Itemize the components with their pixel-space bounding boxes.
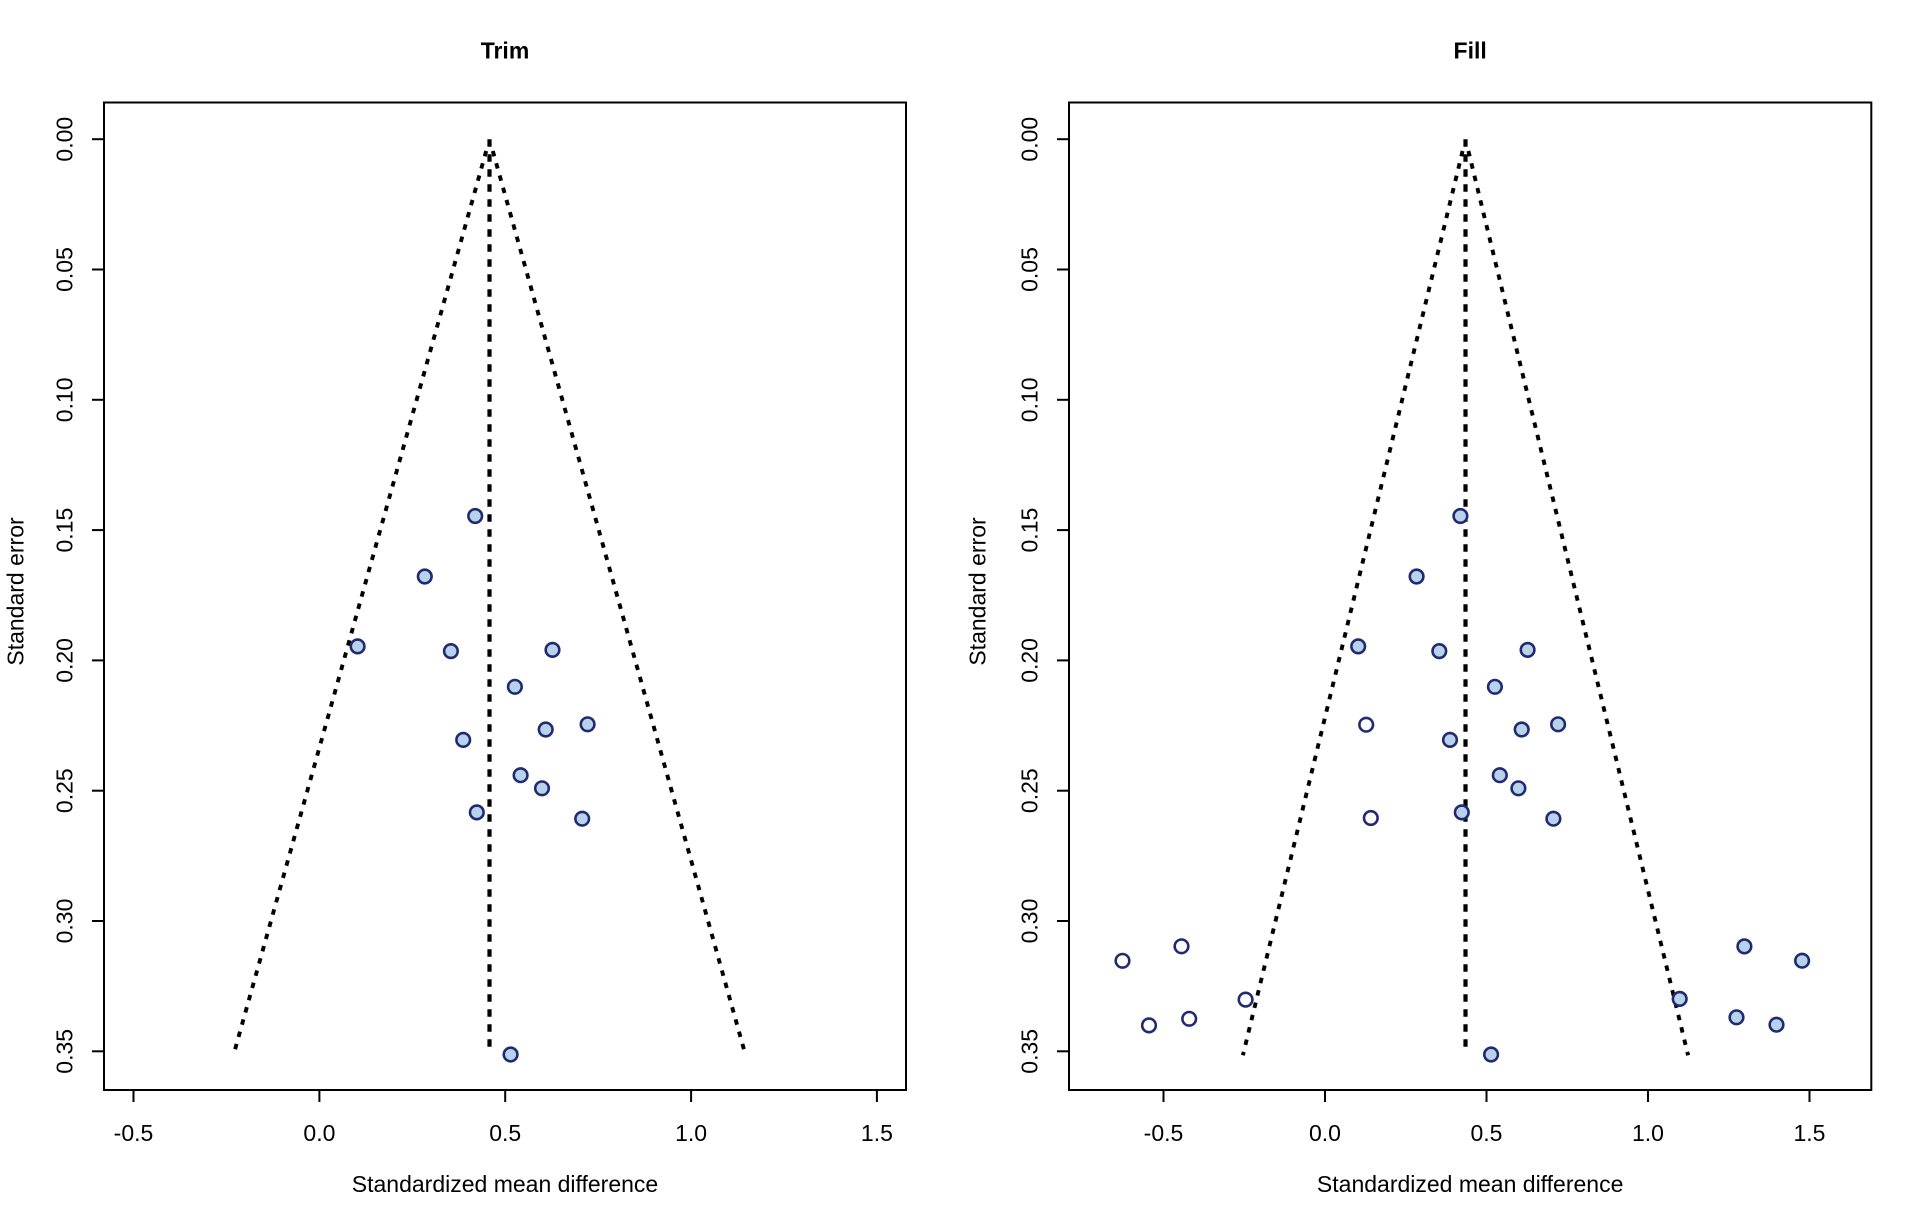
- svg-text:0.20: 0.20: [51, 638, 77, 683]
- svg-text:0.25: 0.25: [51, 768, 77, 813]
- svg-text:0.5: 0.5: [489, 1120, 521, 1146]
- svg-text:Standard error: Standard error: [965, 517, 991, 666]
- svg-text:0.05: 0.05: [51, 247, 77, 292]
- svg-text:Standard error: Standard error: [3, 517, 29, 666]
- svg-text:Standardized mean difference: Standardized mean difference: [352, 1171, 658, 1197]
- svg-text:Fill: Fill: [1454, 37, 1487, 63]
- svg-text:0.00: 0.00: [51, 117, 77, 162]
- svg-text:-0.5: -0.5: [114, 1120, 154, 1146]
- svg-text:-0.5: -0.5: [1144, 1120, 1184, 1146]
- svg-text:0.15: 0.15: [51, 508, 77, 553]
- svg-text:0.15: 0.15: [1017, 508, 1043, 553]
- svg-text:0.5: 0.5: [1471, 1120, 1503, 1146]
- svg-text:0.0: 0.0: [303, 1120, 335, 1146]
- svg-text:1.0: 1.0: [1632, 1120, 1664, 1146]
- svg-text:0.0: 0.0: [1309, 1120, 1341, 1146]
- svg-text:0.30: 0.30: [1017, 899, 1043, 944]
- svg-text:0.35: 0.35: [1017, 1029, 1043, 1074]
- svg-text:1.5: 1.5: [861, 1120, 893, 1146]
- svg-text:1.0: 1.0: [675, 1120, 707, 1146]
- svg-text:0.35: 0.35: [51, 1029, 77, 1074]
- svg-text:0.00: 0.00: [1017, 117, 1043, 162]
- svg-text:0.25: 0.25: [1017, 768, 1043, 813]
- svg-text:0.20: 0.20: [1017, 638, 1043, 683]
- svg-text:0.30: 0.30: [51, 899, 77, 944]
- svg-text:1.5: 1.5: [1794, 1120, 1826, 1146]
- svg-text:0.10: 0.10: [51, 377, 77, 422]
- svg-text:0.05: 0.05: [1017, 247, 1043, 292]
- svg-text:0.10: 0.10: [1017, 377, 1043, 422]
- svg-text:Standardized mean difference: Standardized mean difference: [1317, 1171, 1623, 1197]
- svg-text:Trim: Trim: [481, 37, 530, 63]
